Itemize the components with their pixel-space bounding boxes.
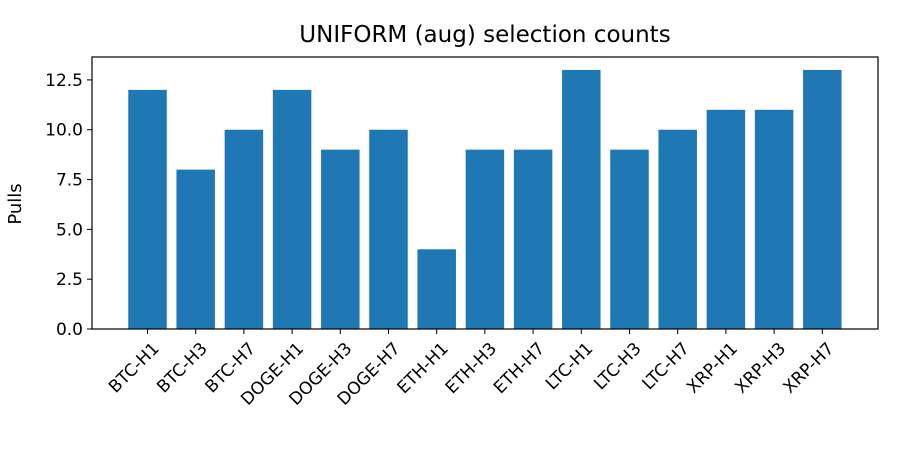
y-tick-label-5-0: 5.0 (56, 220, 83, 240)
y-tick-label-7-5: 7.5 (56, 171, 83, 191)
x-tick-label-ltc-h1: LTC-H1 (542, 339, 597, 394)
bar-btc-h3 (176, 169, 215, 329)
x-tick-label-eth-h7: ETH-H7 (490, 339, 549, 398)
plot-frame (91, 56, 879, 330)
bar-doge-h3 (321, 149, 360, 329)
bar-btc-h7 (224, 129, 264, 329)
x-tick-label-ltc-h3: LTC-H3 (590, 339, 645, 394)
y-tick-label-0-0: 0.0 (56, 320, 83, 340)
bar-ltc-h7 (658, 129, 697, 329)
bar-doge-h7 (369, 129, 408, 329)
y-axis: 0.0 2.5 5.0 7.5 10.0 12.5 (45, 71, 92, 340)
bar-xrp-h7 (803, 69, 842, 329)
x-tick-label-eth-h1: ETH-H1 (394, 339, 453, 398)
bar-eth-h3 (465, 149, 505, 329)
chart-title: UNIFORM (aug) selection counts (299, 22, 670, 48)
bar-xrp-h1 (706, 109, 746, 329)
bar-ltc-h1 (562, 69, 601, 329)
x-tick-label-xrp-h3: XRP-H3 (731, 339, 790, 398)
x-tick-label-btc-h1: BTC-H1 (105, 339, 163, 397)
y-tick-label-2-5: 2.5 (56, 270, 83, 290)
bar-eth-h1 (417, 249, 456, 329)
x-axis: BTC-H1BTC-H3BTC-H7DOGE-H1DOGE-H3DOGE-H7E… (105, 329, 838, 410)
y-tick-label-12-5: 12.5 (45, 71, 83, 91)
bar-ltc-h3 (610, 149, 649, 329)
bar-doge-h1 (272, 89, 312, 329)
y-tick-label-10-0: 10.0 (45, 121, 83, 141)
bar-eth-h7 (513, 149, 553, 329)
bar-xrp-h3 (754, 109, 794, 329)
y-axis-label: Pulls (5, 183, 26, 224)
x-tick-label-btc-h3: BTC-H3 (153, 339, 211, 397)
x-tick-label-xrp-h7: XRP-H7 (780, 339, 839, 398)
bar-btc-h1 (128, 89, 167, 329)
bars-group (128, 69, 842, 329)
x-tick-label-xrp-h1: XRP-H1 (683, 339, 742, 398)
x-tick-label-eth-h3: ETH-H3 (442, 339, 501, 398)
